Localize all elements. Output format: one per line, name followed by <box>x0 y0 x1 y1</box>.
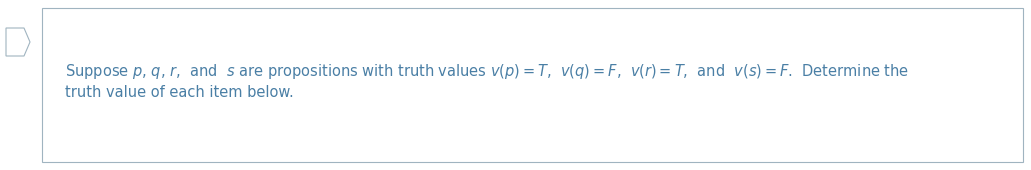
Text: truth value of each item below.: truth value of each item below. <box>65 85 294 100</box>
Text: Suppose $p$, $q$, $r$,  and  $s$ are propositions with truth values $v(p) = T$, : Suppose $p$, $q$, $r$, and $s$ are propo… <box>65 62 909 81</box>
Polygon shape <box>6 28 30 56</box>
